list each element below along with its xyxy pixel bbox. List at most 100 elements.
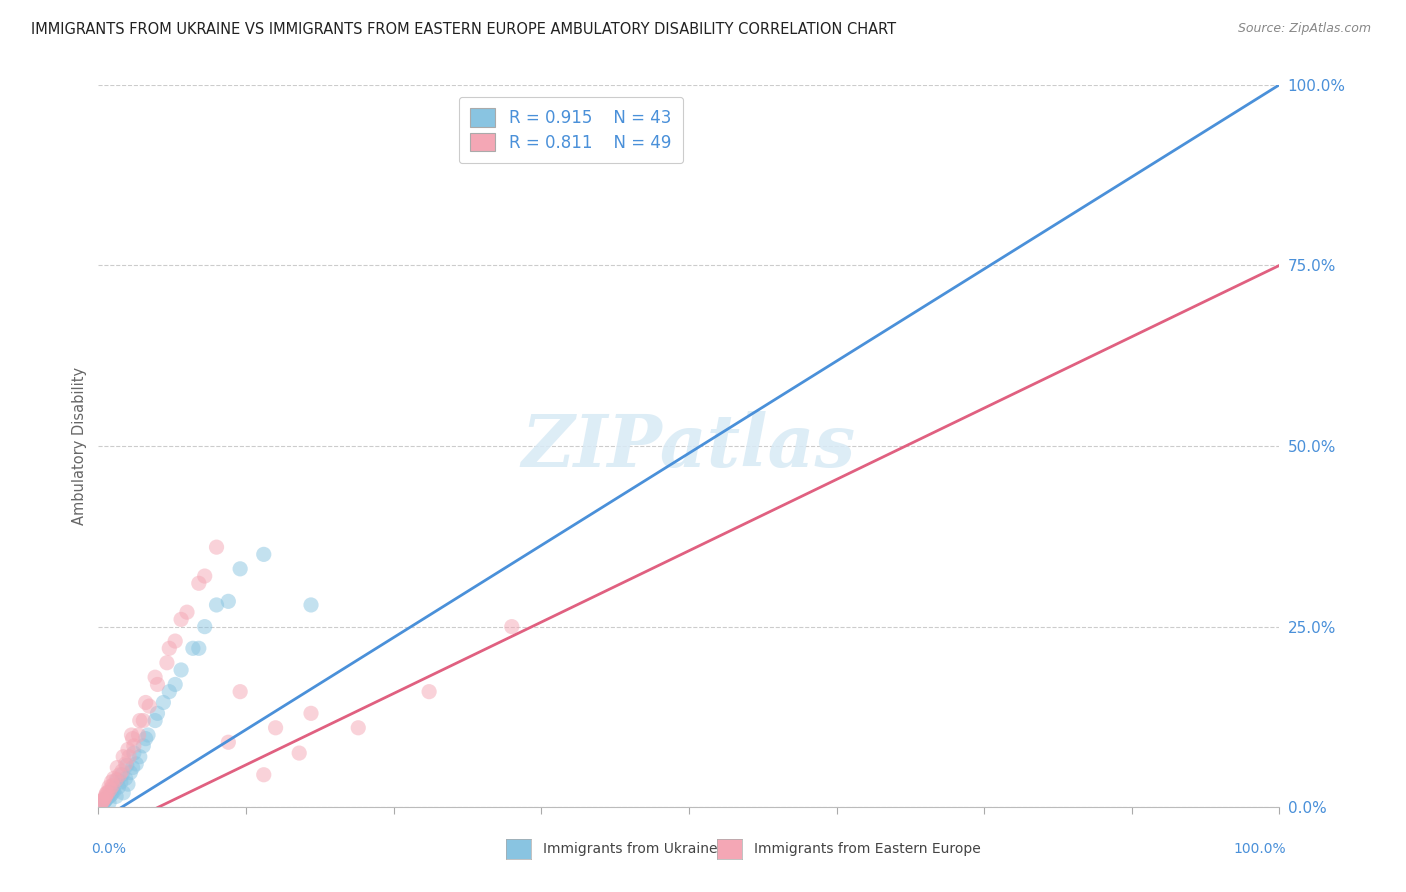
Point [97, 790, 120, 805]
Point [264, 721, 287, 735]
Point [165, 677, 187, 691]
Point [253, 768, 276, 782]
Point [112, 749, 135, 764]
Point [121, 731, 143, 746]
Legend: R = 0.915    N = 43, R = 0.811    N = 49: R = 0.915 N = 43, R = 0.811 N = 49 [458, 96, 683, 163]
Point [93, 795, 115, 809]
Point [165, 634, 187, 648]
Text: Immigrants from Eastern Europe: Immigrants from Eastern Europe [754, 842, 980, 856]
Point [103, 772, 125, 786]
Point [132, 714, 155, 728]
Point [152, 696, 174, 710]
Point [170, 663, 193, 677]
Point [114, 756, 136, 771]
Point [105, 772, 128, 787]
Point [128, 714, 150, 728]
Point [299, 598, 322, 612]
Point [187, 641, 209, 656]
Point [110, 775, 132, 789]
Point [136, 728, 159, 742]
Point [156, 656, 179, 670]
Point [135, 696, 157, 710]
Point [347, 721, 370, 735]
Point [170, 612, 193, 626]
Point [101, 782, 124, 797]
Point [181, 641, 204, 656]
Point [288, 746, 311, 760]
Text: 100.0%: 100.0% [1234, 842, 1286, 856]
Point [98, 782, 121, 797]
Point [112, 786, 135, 800]
Point [128, 749, 150, 764]
Text: IMMIGRANTS FROM UKRAINE VS IMMIGRANTS FROM EASTERN EUROPE AMBULATORY DISABILITY : IMMIGRANTS FROM UKRAINE VS IMMIGRANTS FR… [31, 22, 896, 37]
Point [143, 714, 166, 728]
Point [194, 569, 217, 583]
Text: Source: ZipAtlas.com: Source: ZipAtlas.com [1237, 22, 1371, 36]
Point [114, 772, 136, 786]
Point [96, 786, 118, 800]
Point [91, 795, 114, 809]
Point [135, 731, 157, 746]
Point [100, 775, 122, 789]
Point [253, 548, 276, 562]
Point [103, 784, 125, 798]
Point [94, 789, 117, 804]
Point [93, 791, 115, 805]
Point [94, 793, 117, 807]
Text: 0.0%: 0.0% [91, 842, 127, 856]
Y-axis label: Ambulatory Disability: Ambulatory Disability [72, 367, 87, 525]
Point [107, 780, 129, 794]
Point [121, 728, 143, 742]
Point [91, 797, 114, 812]
Point [205, 540, 228, 554]
Point [157, 684, 180, 698]
Point [105, 789, 128, 804]
Point [146, 706, 169, 721]
Point [98, 780, 121, 794]
Point [91, 793, 114, 807]
Point [205, 598, 228, 612]
Point [194, 619, 217, 633]
Point [138, 699, 160, 714]
Point [501, 619, 523, 633]
Point [299, 706, 322, 721]
Point [100, 787, 122, 801]
Point [120, 765, 142, 780]
Point [117, 742, 139, 756]
Point [101, 779, 124, 793]
Point [122, 746, 145, 760]
Point [111, 768, 134, 782]
Point [118, 749, 141, 764]
Point [157, 641, 180, 656]
Point [122, 739, 145, 753]
Point [117, 777, 139, 791]
Point [229, 562, 252, 576]
Point [143, 670, 166, 684]
Point [105, 760, 128, 774]
Point [115, 758, 138, 772]
Point [111, 764, 134, 778]
Point [94, 787, 117, 801]
Text: ZIPatlas: ZIPatlas [522, 410, 856, 482]
Point [98, 789, 121, 803]
Point [91, 796, 114, 810]
Point [176, 605, 198, 619]
Point [217, 594, 239, 608]
Point [98, 796, 121, 810]
Point [217, 735, 239, 749]
Point [187, 576, 209, 591]
Point [108, 768, 131, 782]
Point [146, 677, 169, 691]
Point [105, 772, 128, 787]
Point [90, 797, 112, 811]
Point [97, 786, 120, 800]
Point [91, 794, 114, 808]
Point [121, 760, 143, 774]
Point [128, 728, 150, 742]
Point [132, 739, 155, 753]
Point [229, 684, 252, 698]
Point [125, 756, 148, 771]
Text: Immigrants from Ukraine: Immigrants from Ukraine [543, 842, 717, 856]
Point [96, 791, 118, 805]
Point [418, 684, 440, 698]
